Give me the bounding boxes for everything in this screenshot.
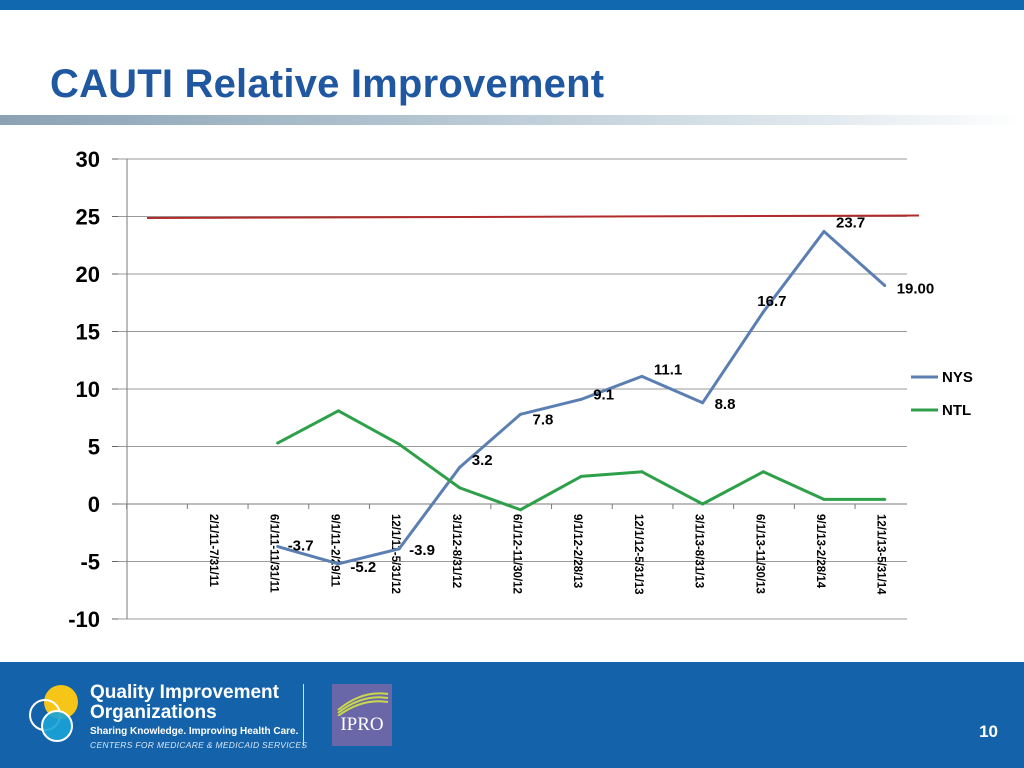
ipro-logo-text: IPRO [340, 714, 384, 735]
chart-legend: NYS NTL [911, 369, 973, 419]
x-tick-label: 12/1/13-5/31/14 [875, 514, 887, 595]
data-point-nys [458, 465, 462, 469]
ipro-swoosh-icon [337, 692, 389, 716]
footer-bar: Quality Improvement Organizations Sharin… [0, 662, 1024, 768]
y-tick-label: 15 [76, 320, 100, 345]
chart-data-labels: -3.7 -5.2 -3.9 3.2 7.8 9.1 11.1 8.8 16.7 23.7 19.0… [288, 214, 935, 575]
title-underline [0, 115, 1024, 125]
top-accent-bar [0, 0, 1024, 10]
x-tick-label: 12/1/11-5/31/12 [389, 514, 401, 594]
nys-data-label: 23.7 [836, 214, 865, 231]
x-tick-label: 9/1/11-2/29/11 [328, 514, 340, 588]
data-point-nys [397, 547, 401, 551]
data-point-nys [701, 401, 705, 405]
chart-axes [112, 158, 907, 620]
data-point-ntl [458, 486, 462, 490]
qio-logo-icon [29, 685, 78, 742]
page-number: 10 [979, 722, 998, 741]
qio-title: Quality Improvement Organizations [90, 683, 279, 723]
data-point-ntl [701, 502, 705, 506]
data-point-nys [519, 412, 522, 416]
legend-label-ntl: NTL [942, 402, 971, 419]
y-tick-label: -10 [68, 607, 100, 632]
footer-divider [303, 684, 304, 746]
data-point-ntl [640, 470, 644, 474]
data-point-nys [336, 562, 340, 566]
data-point-ntl [761, 470, 765, 474]
page-title: CAUTI Relative Improvement [50, 62, 605, 106]
data-point-nys [761, 310, 765, 314]
x-tick-label: 9/1/13-2/28/14 [814, 514, 826, 589]
x-tick-label: 9/1/12-2/28/13 [571, 514, 583, 588]
data-point-ntl [822, 497, 826, 501]
ipro-logo: IPRO [332, 684, 392, 746]
y-tick-label: 30 [76, 147, 100, 172]
data-point-nys [822, 229, 826, 233]
legend-label-nys: NYS [942, 369, 973, 386]
data-point-ntl [519, 508, 522, 512]
data-point-ntl [397, 442, 401, 446]
y-tick-label: 5 [88, 435, 100, 460]
nys-data-label: 16.7 [757, 293, 786, 310]
data-point-nys [883, 284, 887, 287]
x-axis-tick-labels: 2/1/11-7/31/11 6/1/11-11/31/11 9/1/11-2/29… [207, 514, 887, 595]
nys-data-label: 7.8 [533, 411, 554, 428]
nys-data-label: 19.00 [897, 281, 935, 298]
nys-data-label: -3.9 [409, 542, 435, 559]
y-tick-label: 20 [76, 262, 100, 287]
chart-series [146, 214, 920, 566]
x-tick-label: 3/1/12-8/31/12 [450, 514, 462, 588]
nys-data-label: 3.2 [472, 452, 493, 469]
nys-data-label: 9.1 [593, 386, 614, 403]
data-point-nys [579, 397, 583, 401]
x-tick-label: 6/1/13-11/30/13 [753, 514, 765, 594]
qio-title-line1: Quality Improvement [90, 682, 279, 703]
nys-data-label: -5.2 [350, 559, 376, 576]
data-point-ntl [336, 409, 340, 413]
data-point-ntl [883, 497, 887, 501]
y-tick-label: -5 [80, 550, 100, 575]
data-point-ntl [276, 441, 280, 445]
nys-data-label: 11.1 [654, 361, 682, 378]
y-axis-tick-labels: -10 -5 0 5 10 15 20 25 30 [68, 147, 100, 632]
cauti-line-chart: -10 -5 0 5 10 15 20 25 30 2/1/11-7/31/11 6/1/11-1… [68, 147, 973, 632]
x-tick-label: 3/1/13-8/31/13 [693, 514, 705, 588]
qio-tagline: Sharing Knowledge. Improving Health Care… [90, 726, 299, 737]
data-point-nys [640, 374, 644, 378]
x-tick-label: 2/1/11-7/31/11 [207, 514, 219, 588]
data-point-ntl [579, 474, 583, 478]
nys-data-label: -3.7 [288, 538, 314, 555]
x-tick-label: 6/1/12-11/30/12 [511, 514, 523, 594]
qio-title-line2: Organizations [90, 702, 217, 723]
x-tick-label: 6/1/11-11/31/11 [268, 514, 280, 593]
series-line-ntl [276, 409, 885, 512]
qio-cms-text: CENTERS FOR MEDICARE & MEDICAID SERVICES [90, 740, 308, 750]
data-point-nys [276, 545, 280, 549]
reference-line-25 [146, 214, 920, 219]
y-tick-label: 10 [76, 377, 100, 402]
y-tick-label: 0 [88, 492, 100, 517]
y-tick-label: 25 [76, 205, 100, 230]
x-tick-label: 12/1/12-5/31/13 [632, 514, 644, 595]
nys-data-label: 8.8 [715, 396, 736, 413]
